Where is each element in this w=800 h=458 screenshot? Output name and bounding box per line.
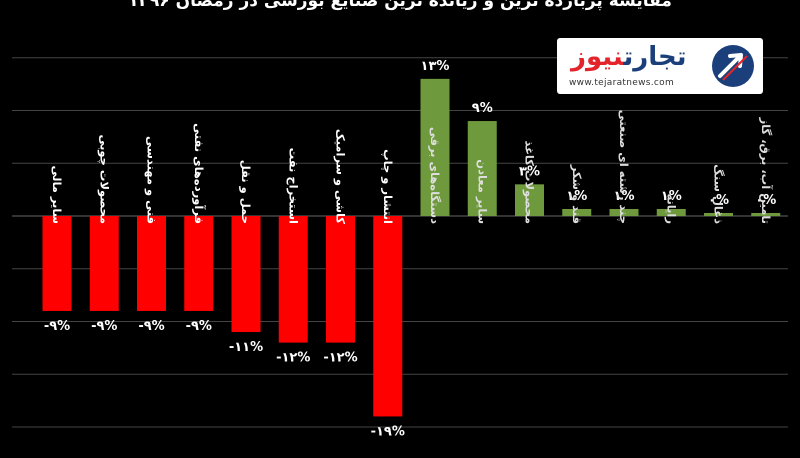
bar — [656, 209, 686, 216]
bar — [278, 216, 308, 343]
logo-url: www.tejaratnews.com — [569, 78, 675, 88]
logo-brand-main: تجارت — [623, 42, 687, 72]
logo-arrow-icon — [712, 45, 754, 87]
category-label: سایر معادن — [475, 159, 489, 224]
bar — [467, 121, 497, 216]
category-label: استخراج نفت — [285, 148, 300, 224]
data-label: -۱۱% — [229, 340, 263, 355]
category-label: ذغال سنگ — [712, 164, 726, 224]
data-label: -۹% — [138, 319, 164, 334]
category-label: محصولات چوبی — [96, 134, 111, 224]
bar — [751, 213, 781, 216]
bar — [231, 216, 261, 333]
bar — [184, 216, 214, 311]
data-label: ۱% — [566, 189, 587, 204]
category-label: کاشی و سرامیک — [333, 129, 348, 224]
data-label: -۱۲% — [323, 351, 357, 366]
category-label: انتشار و چاپ — [380, 149, 395, 224]
category-label: حمل و نقل — [238, 160, 253, 224]
data-label: ۱% — [614, 189, 635, 204]
bar — [704, 213, 733, 216]
bar — [373, 216, 403, 417]
data-label: -۱۹% — [371, 424, 405, 439]
data-label: -۹% — [186, 319, 212, 334]
data-label: -۹% — [91, 319, 117, 334]
data-label: ۰% — [708, 193, 729, 208]
tejaratnews-logo: تجارتنیوز www.tejaratnews.com — [557, 38, 763, 94]
data-label: -۹% — [44, 319, 70, 334]
category-label: تامین آب، برق، گاز — [759, 117, 773, 224]
data-label: ۳% — [519, 164, 540, 179]
data-label: ۱% — [661, 189, 682, 204]
chart-title: مقایسه پربازده ترین و زیانده ترین صنایع … — [128, 0, 672, 11]
category-label: قند و شکر — [569, 164, 584, 224]
category-label: سایر مالی — [50, 166, 64, 225]
bar — [326, 216, 355, 343]
category-label: چند رشته ای صنعتی — [617, 110, 631, 224]
category-label: دستگاه‌های برقی — [428, 127, 442, 224]
data-label: ۱۳% — [421, 59, 450, 74]
bar — [562, 209, 592, 216]
category-label: فنی و مهندسی — [144, 136, 159, 224]
data-label: ۹% — [472, 101, 493, 116]
bar — [89, 216, 119, 311]
bar — [609, 209, 639, 216]
bar — [137, 216, 166, 311]
category-label: رایانه — [664, 194, 678, 225]
logo-brand-accent: نیوز — [571, 42, 624, 72]
bar — [515, 184, 544, 216]
data-label: ۰% — [755, 193, 776, 208]
logo-brand-text: تجارتنیوز — [571, 42, 687, 72]
data-label: -۱۲% — [276, 351, 310, 366]
category-label: محصولات کاغذ — [522, 140, 537, 224]
category-label: فرآورده‌های نفتی — [191, 123, 206, 224]
bar — [420, 78, 450, 216]
bar — [42, 216, 72, 311]
